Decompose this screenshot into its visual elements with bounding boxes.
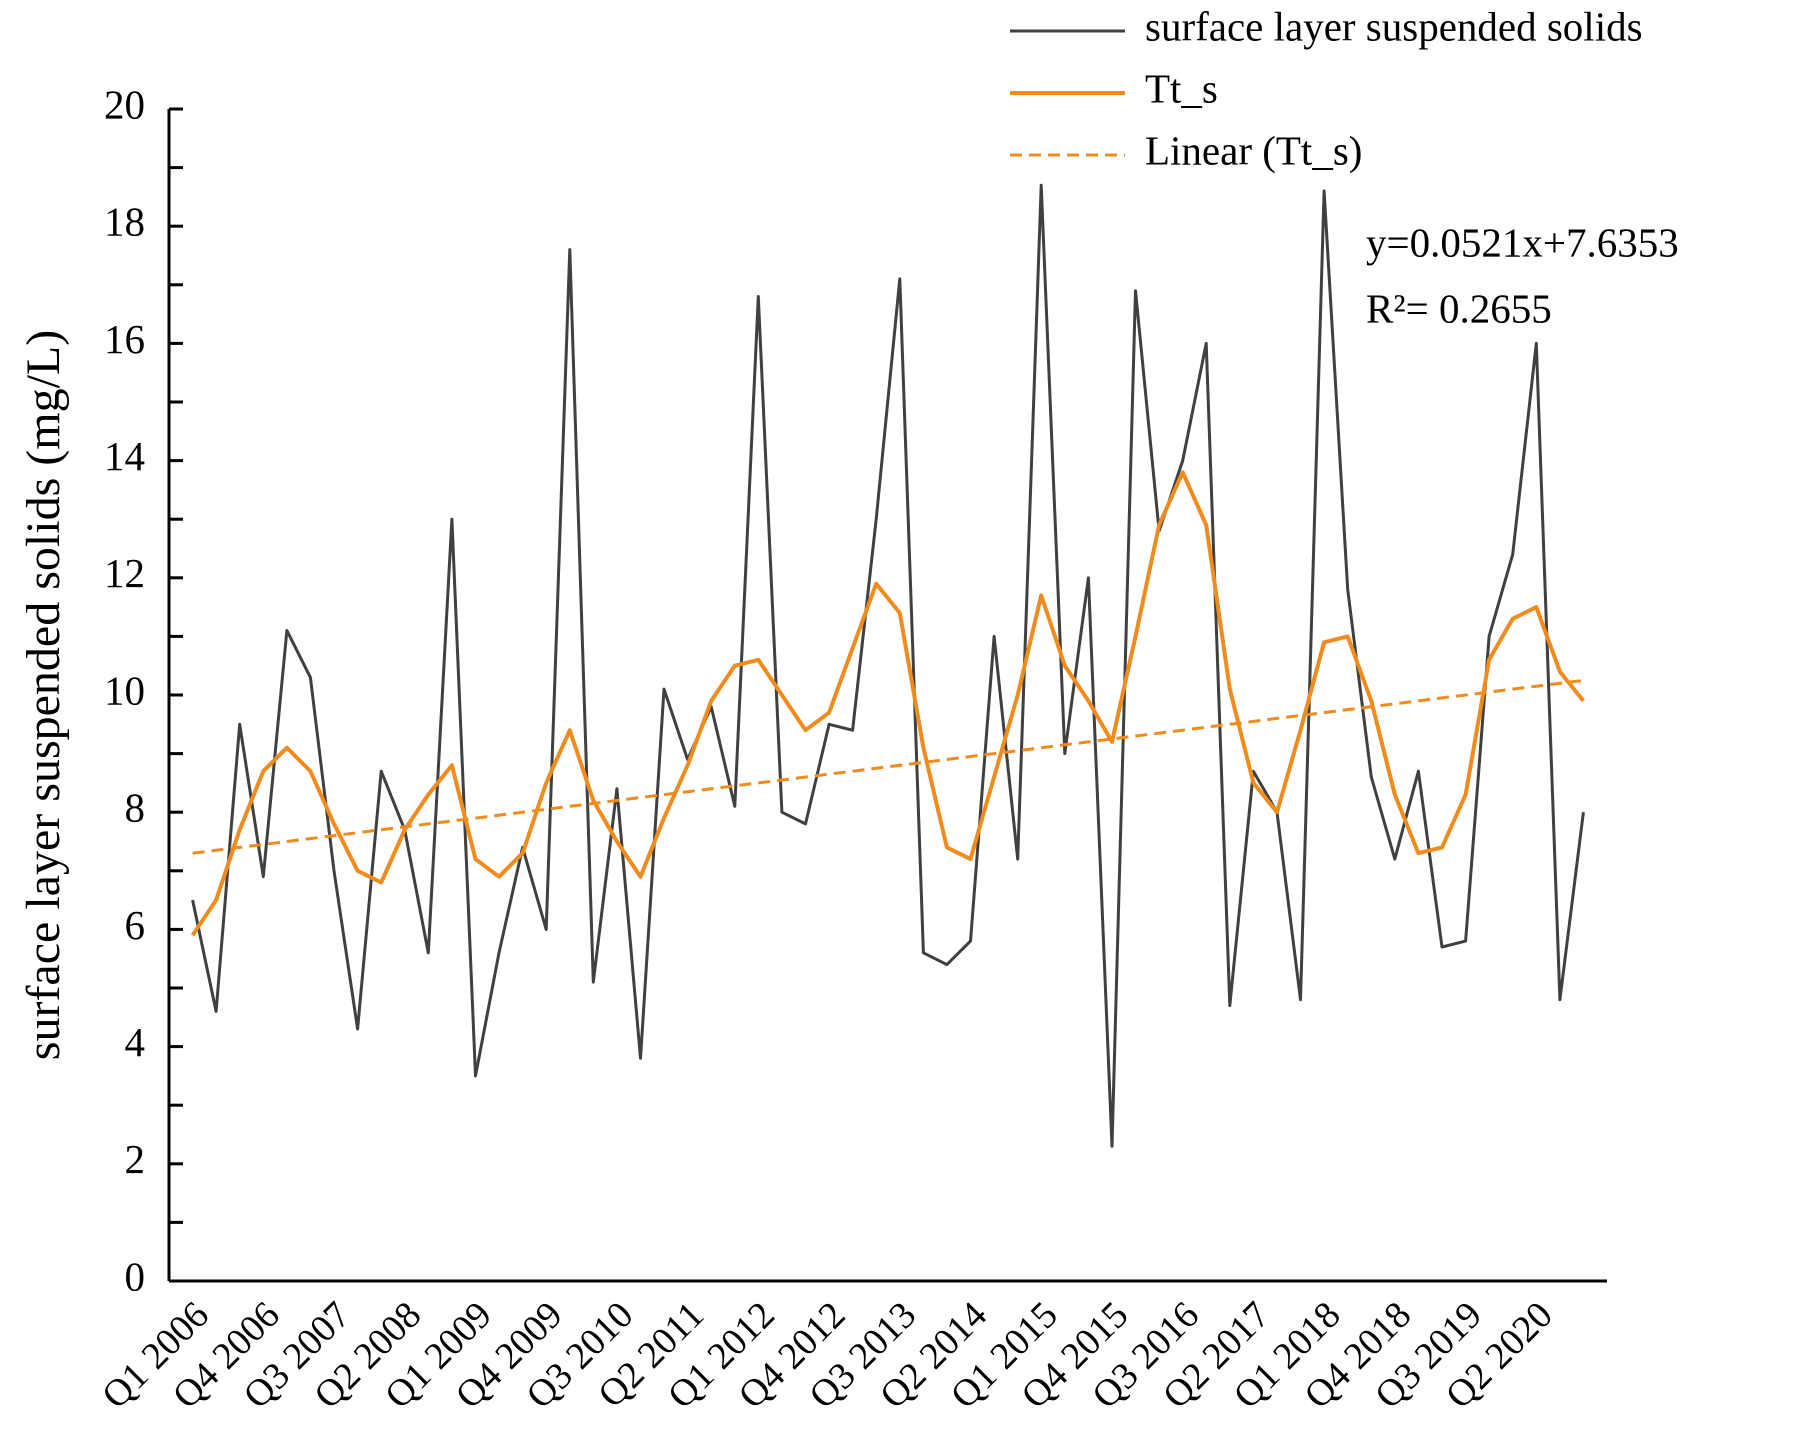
y-tick-label: 0 xyxy=(125,1253,146,1299)
legend-label: Tt_s xyxy=(1145,65,1218,111)
y-tick-label: 6 xyxy=(125,902,146,948)
y-tick-label: 18 xyxy=(104,199,145,245)
legend-label: Linear (Tt_s) xyxy=(1145,127,1362,173)
r-squared: R²= 0.2655 xyxy=(1366,285,1552,331)
y-tick-label: 2 xyxy=(125,1136,146,1182)
y-tick-label: 10 xyxy=(104,667,145,713)
y-tick-label: 4 xyxy=(125,1019,146,1065)
y-tick-label: 20 xyxy=(104,81,145,127)
series-line xyxy=(190,470,1585,937)
y-tick-label: 12 xyxy=(104,550,145,596)
series-line xyxy=(192,678,1584,855)
legend-label: surface layer suspended solids xyxy=(1145,3,1643,49)
y-tick-label: 16 xyxy=(104,316,145,362)
y-tick-label: 14 xyxy=(104,433,145,479)
equation: y=0.0521x+7.6353 xyxy=(1366,219,1679,265)
y-tick-label: 8 xyxy=(125,785,146,831)
y-axis-title: surface layer suspended solids (mg/L) xyxy=(17,330,70,1060)
series-line xyxy=(191,183,1585,1148)
